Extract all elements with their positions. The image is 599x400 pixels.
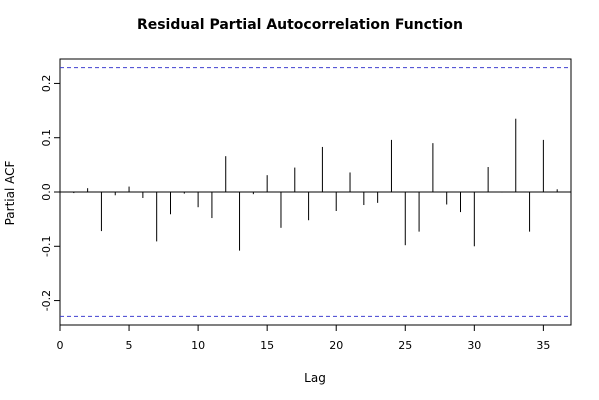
chart-title: Residual Partial Autocorrelation Functio… bbox=[137, 17, 463, 33]
y-axis: -0.2 -0.1 0.0 0.1 0.2 bbox=[40, 75, 60, 311]
x-tick-label: 15 bbox=[260, 339, 274, 352]
y-tick-label: -0.2 bbox=[40, 290, 53, 311]
x-tick-label: 35 bbox=[536, 339, 550, 352]
y-tick-label: 0.0 bbox=[40, 183, 53, 201]
confidence-bounds bbox=[60, 67, 571, 317]
x-axis: 0 5 10 15 20 25 30 35 bbox=[57, 325, 550, 352]
x-tick-label: 20 bbox=[329, 339, 343, 352]
y-tick-label: 0.1 bbox=[40, 129, 53, 147]
pacf-bars bbox=[60, 118, 571, 251]
y-tick-label: -0.1 bbox=[40, 236, 53, 257]
y-tick-label: 0.2 bbox=[40, 75, 53, 93]
x-tick-label: 5 bbox=[126, 339, 133, 352]
x-tick-label: 25 bbox=[398, 339, 412, 352]
y-axis-label: Partial ACF bbox=[3, 161, 17, 226]
x-tick-label: 0 bbox=[57, 339, 64, 352]
x-tick-label: 10 bbox=[191, 339, 205, 352]
x-axis-label: Lag bbox=[304, 371, 326, 385]
x-tick-label: 30 bbox=[467, 339, 481, 352]
